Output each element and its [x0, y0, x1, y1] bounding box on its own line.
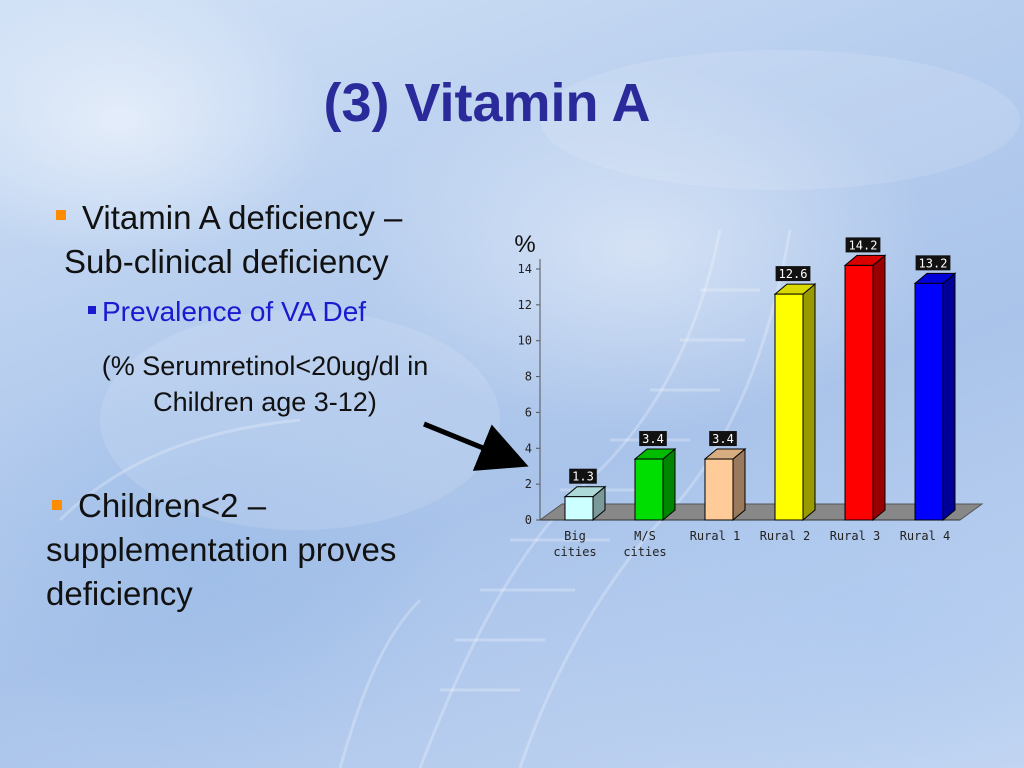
note-line2: Children age 3-12) — [153, 387, 377, 417]
bullet2-line3: deficiency — [46, 575, 193, 612]
y-tick-label: 12 — [518, 298, 532, 312]
bullet-square-icon — [56, 210, 66, 220]
data-label: 3.4 — [712, 432, 734, 446]
bar-side-face — [802, 283, 816, 522]
bullet-children-under-2: Children<2 – supplementation proves defi… — [46, 484, 496, 616]
bar — [704, 458, 734, 521]
bar — [774, 293, 804, 521]
y-tick-label: 10 — [518, 334, 532, 348]
x-category-label-line2: cities — [553, 545, 596, 559]
bullet-square-icon — [52, 500, 62, 510]
bar — [844, 264, 874, 521]
bullet2-line1: Children<2 – — [78, 487, 267, 524]
x-category-label: M/S — [634, 529, 656, 543]
data-label: 14.2 — [849, 238, 878, 252]
y-tick-label: 6 — [525, 405, 532, 419]
bullet2-line2: supplementation proves — [46, 531, 397, 568]
bar-side-face — [732, 447, 746, 522]
bar — [564, 496, 594, 521]
data-label: 12.6 — [779, 267, 808, 281]
bar-side-face — [872, 254, 886, 522]
data-label-background — [915, 255, 951, 271]
y-axis-unit-label: % — [514, 231, 535, 258]
x-category-label: Rural 2 — [760, 529, 811, 543]
pointer-arrow — [423, 421, 529, 471]
x-category-label-line2: cities — [623, 545, 666, 559]
data-label: 13.2 — [919, 256, 948, 270]
y-tick-label: 8 — [525, 370, 532, 384]
bullet1-line1: Vitamin A deficiency – — [82, 199, 403, 236]
data-label-background — [845, 237, 881, 253]
subbullet-prevalence: Prevalence of VA Def — [88, 296, 366, 328]
note-line1: (% Serumretinol<20ug/dl in — [101, 351, 429, 381]
data-label-background — [775, 266, 811, 282]
data-label-background — [639, 431, 667, 447]
bar — [634, 458, 664, 521]
data-label: 1.3 — [572, 470, 594, 484]
x-category-label: Big — [564, 529, 586, 543]
slide-title: (3) Vitamin A — [323, 73, 651, 133]
serumretinol-note: (% Serumretinol<20ug/dl in Children age … — [50, 348, 480, 420]
y-tick-label: 14 — [518, 262, 532, 276]
x-category-label: Rural 1 — [690, 529, 741, 543]
x-category-label: Rural 4 — [900, 529, 951, 543]
bar-side-face — [942, 272, 956, 522]
y-tick-label: 4 — [525, 441, 532, 455]
y-tick-label: 0 — [525, 513, 532, 527]
data-label-background — [569, 468, 597, 484]
data-label: 3.4 — [642, 432, 664, 446]
data-label-background — [709, 431, 737, 447]
subbullet-square-icon — [88, 305, 96, 314]
bullet1-line2: Sub-clinical deficiency — [64, 243, 389, 280]
bar-side-face — [662, 447, 676, 522]
bar — [914, 282, 944, 521]
x-category-label: Rural 3 — [830, 529, 881, 543]
subbullet-text: Prevalence of VA Def — [102, 296, 367, 327]
y-tick-label: 2 — [525, 477, 532, 491]
bullet-vitamin-a-deficiency: Vitamin A deficiency – Sub-clinical defi… — [48, 196, 488, 284]
